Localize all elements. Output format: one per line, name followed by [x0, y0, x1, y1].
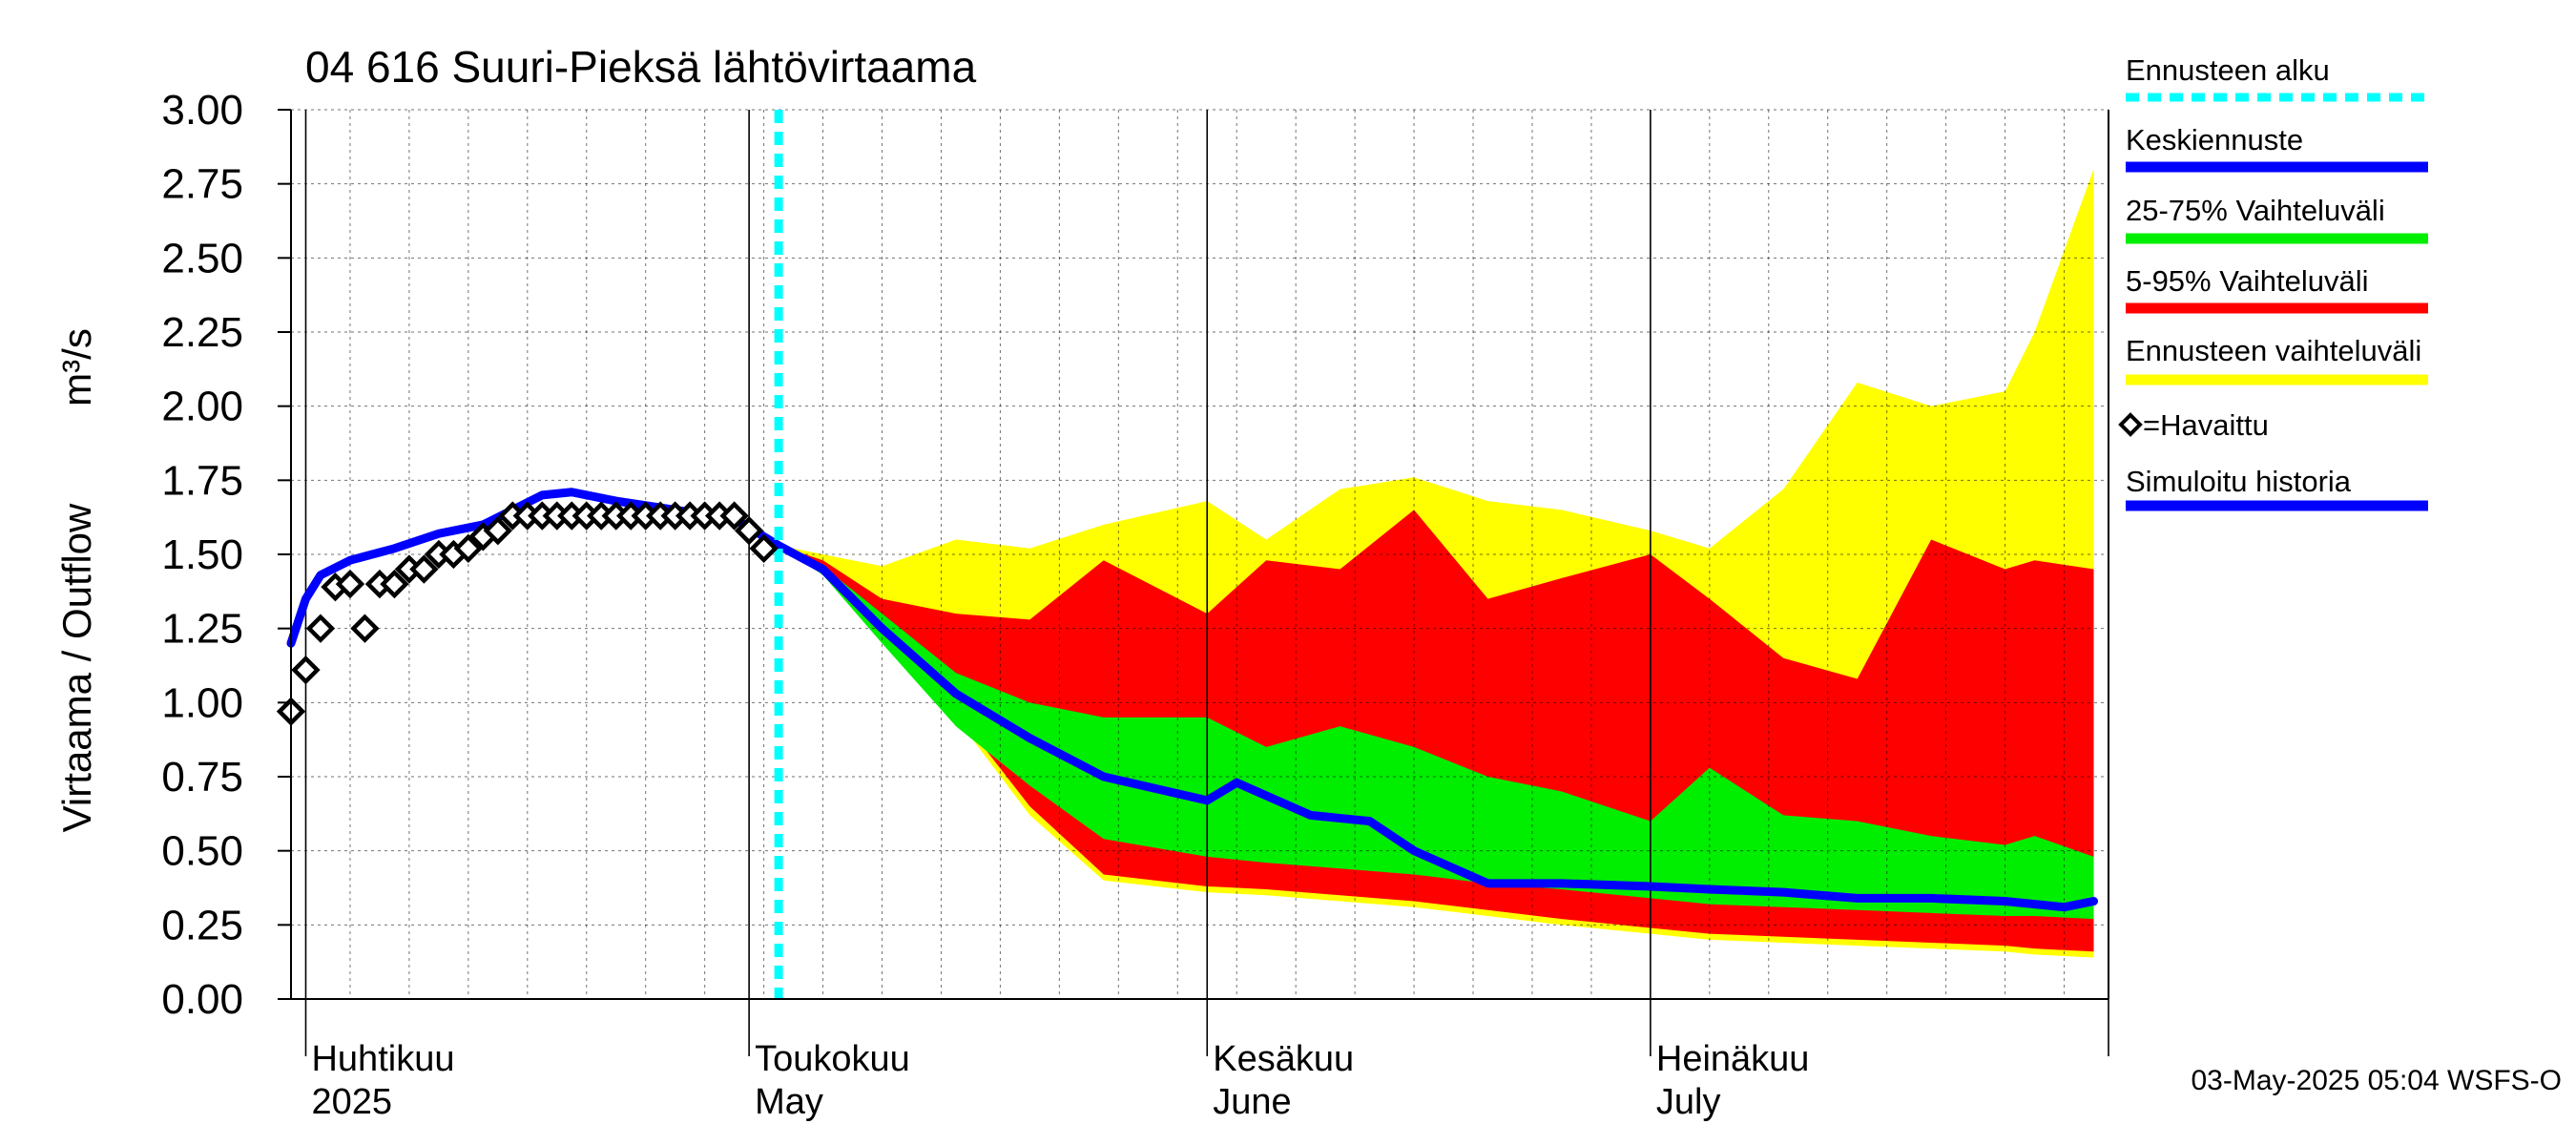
- month-sublabel: June: [1213, 1082, 1291, 1122]
- legend-label: =Havaittu: [2143, 408, 2269, 442]
- timestamp-footer: 03-May-2025 05:04 WSFS-O: [2192, 1065, 2563, 1096]
- y-tick-label: 1.50: [161, 531, 243, 578]
- month-label: Kesäkuu: [1213, 1039, 1354, 1079]
- y-tick-label: 1.75: [161, 457, 243, 504]
- legend-label: Keskiennuste: [2126, 123, 2303, 156]
- observed-point: [350, 614, 380, 643]
- y-tick-label: 3.00: [161, 87, 243, 134]
- legend-label: Ennusteen vaihteluväli: [2126, 334, 2421, 367]
- y-tick-label: 0.00: [161, 976, 243, 1023]
- observed-point: [749, 533, 779, 563]
- y-tick-label: 1.25: [161, 606, 243, 653]
- month-label: Toukokuu: [755, 1039, 910, 1079]
- observed-point: [291, 655, 321, 685]
- observed-point: [305, 614, 336, 643]
- legend-label: 5-95% Vaihteluväli: [2126, 264, 2368, 298]
- observed-point: [719, 501, 749, 531]
- legend-label: Simuloitu historia: [2126, 465, 2352, 498]
- chart-title: 04 616 Suuri-Pieksä lähtövirtaama: [305, 42, 977, 92]
- y-tick-label: 2.25: [161, 309, 243, 356]
- y-tick-label: 1.00: [161, 679, 243, 726]
- month-label: Heinäkuu: [1656, 1039, 1810, 1079]
- y-axis-unit: m³/s: [54, 328, 99, 406]
- y-axis-label: Virtaama / Outflow: [54, 503, 99, 832]
- legend-label: Ennusteen alku: [2126, 53, 2330, 87]
- observed-point: [409, 554, 439, 584]
- month-sublabel: May: [755, 1082, 823, 1122]
- observed-point: [453, 533, 484, 563]
- month-sublabel: 2025: [311, 1082, 392, 1122]
- observed-point: [380, 569, 409, 599]
- month-label: Huhtikuu: [311, 1039, 454, 1079]
- y-tick-label: 0.50: [161, 828, 243, 875]
- observed-point: [734, 515, 764, 546]
- legend-marker-swatch: [2118, 412, 2143, 437]
- month-sublabel: July: [1656, 1082, 1721, 1122]
- band-series-2: [779, 545, 2094, 920]
- legend-label: 25-75% Vaihteluväli: [2126, 194, 2385, 227]
- y-tick-label: 2.00: [161, 384, 243, 430]
- series-line-0: [774, 541, 2099, 912]
- observed-point: [335, 569, 365, 599]
- y-tick-label: 0.25: [161, 902, 243, 948]
- observed-point: [483, 515, 513, 546]
- y-tick-label: 2.50: [161, 235, 243, 281]
- y-tick-label: 2.75: [161, 161, 243, 208]
- y-tick-label: 0.75: [161, 754, 243, 801]
